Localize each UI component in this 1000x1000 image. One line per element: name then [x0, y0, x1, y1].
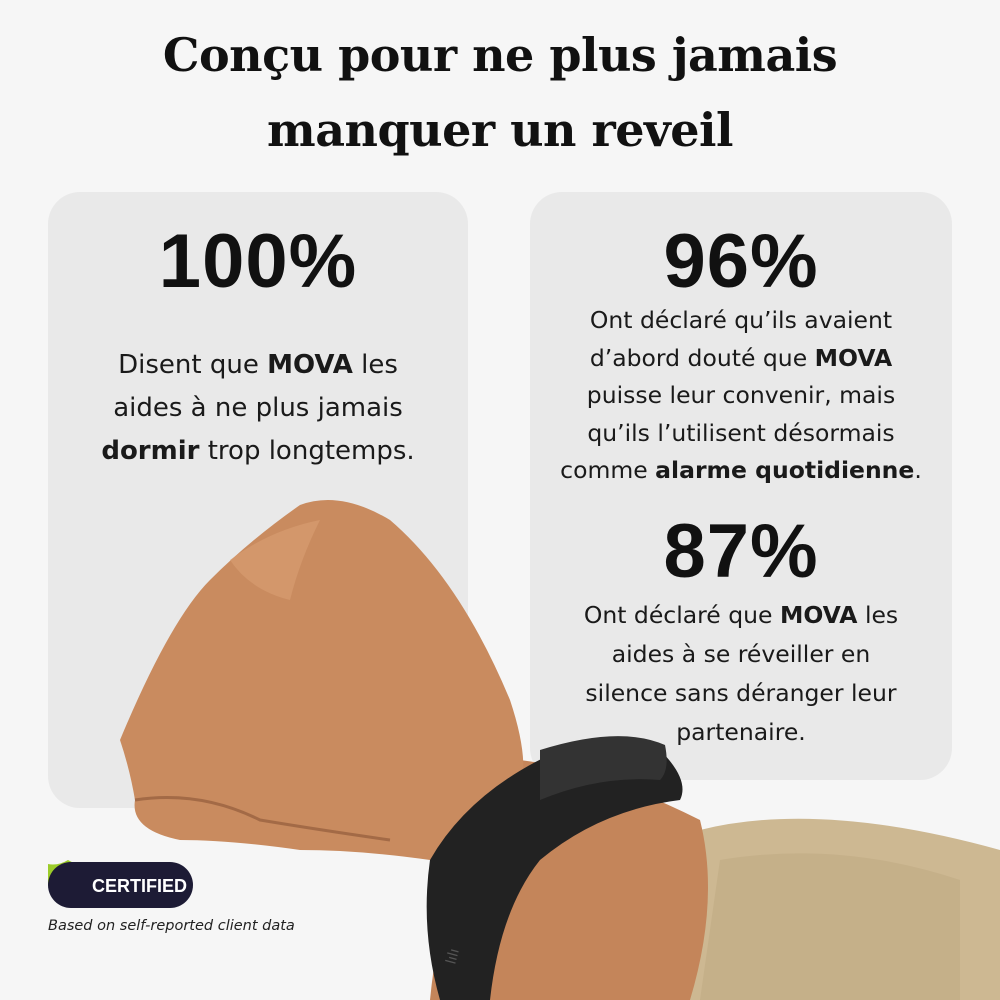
left-stat-description: Disent que MOVA les aides à ne plus jamai… [48, 344, 468, 473]
text: trop longtemps. [199, 436, 415, 466]
description-line: qu’ils l’utilisent désormais [530, 415, 952, 453]
knuckle-shade [230, 520, 320, 600]
emphasis-text: MOVA [814, 343, 893, 372]
stat-96-percent: 96% [663, 219, 819, 304]
stat-100-percent: 100% [158, 219, 358, 304]
stat-87-percent: 87% [663, 509, 819, 594]
description-line: comme alarme quotidienne. [530, 452, 952, 490]
text: puisse leur convenir, mais [586, 381, 896, 409]
description-line: dormir trop longtemps. [48, 430, 468, 473]
text: Ont déclaré qu’ils avaient [589, 306, 893, 334]
emphasis-text: alarme quotidienne [655, 456, 915, 484]
text: les [352, 350, 398, 380]
text: Disent que [118, 350, 268, 380]
text: aides à se réveiller en [611, 640, 871, 668]
certified-label: CERTIFIED [92, 876, 188, 896]
fist [120, 500, 524, 860]
headline-line-1: Conçu pour ne plus jamais [162, 28, 838, 82]
finger-crease [134, 796, 391, 842]
description-line: puisse leur convenir, mais [530, 377, 952, 415]
headline-line-2: manquer un reveil [267, 103, 733, 157]
text: . [914, 456, 922, 484]
right-stat-card [530, 192, 952, 780]
emphasis-text: MOVA [267, 350, 353, 380]
text: aides à ne plus jamais [113, 393, 403, 423]
stat-87-description: Ont déclaré que MOVA les aides à se révei… [530, 596, 952, 752]
description-line: aides à se réveiller en [530, 635, 952, 674]
data-source-note: Based on self-reported client data [48, 918, 295, 934]
certified-badge [48, 862, 193, 908]
emphasis-text: MOVA [779, 601, 858, 629]
description-line: aides à ne plus jamais [48, 387, 468, 430]
wristband-top [540, 736, 667, 800]
text: comme [560, 456, 656, 484]
text: qu’ils l’utilisent désormais [587, 418, 895, 447]
text: Ont déclaré que [583, 601, 780, 629]
description-line: partenaire. [530, 713, 952, 752]
text: les [857, 601, 899, 629]
text: partenaire. [676, 718, 806, 746]
description-line: Ont déclaré qu’ils avaient [530, 302, 952, 340]
description-line: Ont déclaré que MOVA les [530, 596, 952, 635]
description-line: Disent que MOVA les [48, 344, 468, 387]
sleeve-shadow [700, 853, 960, 1000]
text: d’abord douté que [589, 343, 815, 372]
emphasis-text: dormir [101, 436, 200, 466]
svg-text:lılı: lılı [443, 947, 462, 966]
text: silence sans déranger leur [585, 679, 897, 707]
description-line: silence sans déranger leur [530, 674, 952, 713]
description-line: d’abord douté que MOVA [530, 340, 952, 378]
wristband [426, 740, 683, 1000]
stat-96-description: Ont déclaré qu’ils avaient d’abord douté … [530, 302, 952, 490]
